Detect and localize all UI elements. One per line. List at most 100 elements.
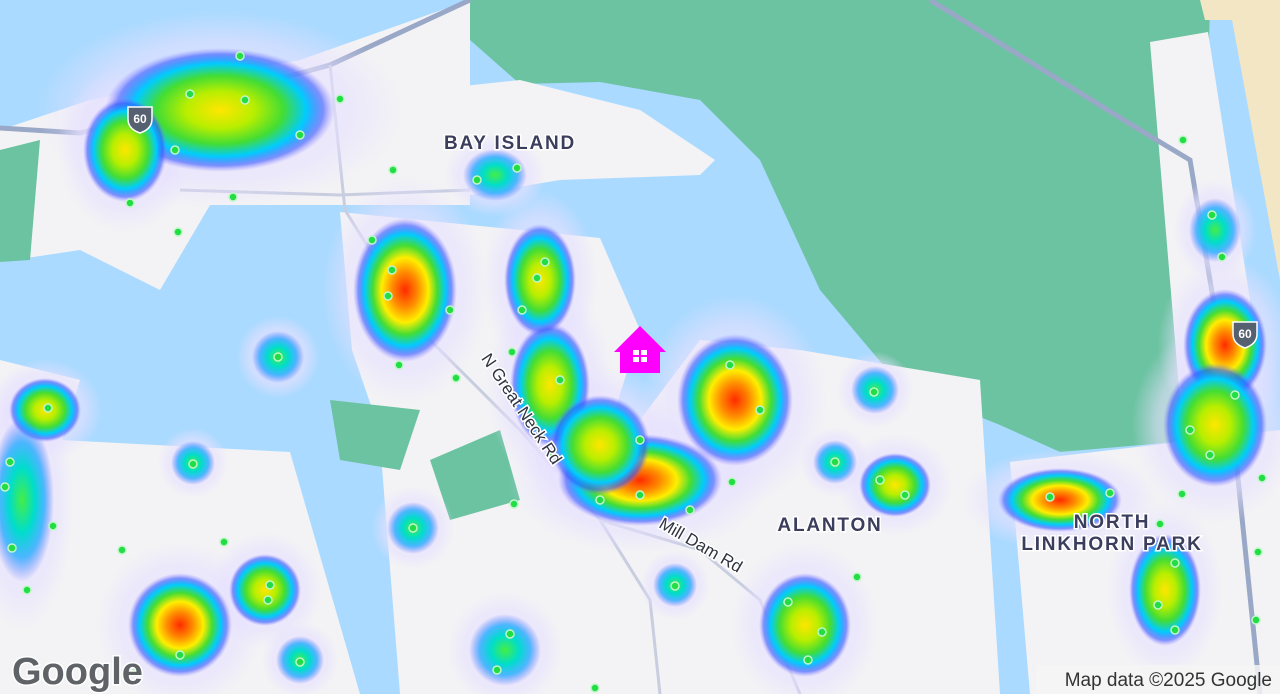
heat-point bbox=[185, 89, 195, 99]
heat-point bbox=[547, 450, 557, 460]
heat-point bbox=[1217, 252, 1227, 262]
attribution-bg bbox=[1036, 665, 1280, 694]
heat-point bbox=[1205, 450, 1215, 460]
heat-point bbox=[394, 360, 404, 370]
home-marker bbox=[614, 326, 666, 373]
marsh bbox=[0, 140, 40, 262]
heat-point bbox=[451, 373, 461, 383]
heat-point bbox=[295, 657, 305, 667]
heat-point bbox=[670, 581, 680, 591]
heat-point bbox=[727, 477, 737, 487]
heat-point bbox=[408, 523, 418, 533]
shield-label: 60 bbox=[133, 112, 147, 126]
heat-point bbox=[263, 595, 273, 605]
heat-blob bbox=[463, 149, 527, 201]
heat-point bbox=[803, 655, 813, 665]
heat-point bbox=[383, 291, 393, 301]
heat-blob bbox=[1189, 198, 1241, 262]
heat-point bbox=[0, 482, 10, 492]
heat-point bbox=[830, 457, 840, 467]
park bbox=[470, 0, 1210, 452]
heat-point bbox=[852, 572, 862, 582]
heat-point bbox=[869, 387, 879, 397]
heat-point bbox=[528, 420, 538, 430]
heatmap bbox=[0, 10, 1280, 694]
marsh bbox=[430, 430, 520, 520]
heat-point bbox=[295, 130, 305, 140]
attribution: Map data ©2025 Google bbox=[1065, 670, 1272, 691]
heat-point bbox=[125, 198, 135, 208]
heat-point bbox=[1253, 547, 1263, 557]
area-label: LINKHORN PARK bbox=[1021, 534, 1202, 555]
heat-blob bbox=[677, 334, 793, 466]
heat-point bbox=[367, 235, 377, 245]
heat-point bbox=[235, 51, 245, 61]
heat-blob bbox=[759, 573, 851, 677]
heat-point bbox=[5, 457, 15, 467]
heat-point bbox=[188, 459, 198, 469]
heat-point bbox=[755, 405, 765, 415]
heat-point bbox=[175, 650, 185, 660]
heat-point bbox=[900, 490, 910, 500]
shields: 60 60 bbox=[127, 106, 1258, 349]
heat-point bbox=[532, 273, 542, 283]
heat-point bbox=[685, 505, 695, 515]
shield-label: 60 bbox=[1238, 327, 1252, 341]
heat-blob bbox=[550, 395, 650, 495]
area-label: ALANTON bbox=[777, 515, 882, 536]
heat-point bbox=[1178, 135, 1188, 145]
heat-point bbox=[388, 165, 398, 175]
heat-point bbox=[265, 580, 275, 590]
heat-blob bbox=[469, 614, 541, 686]
heat-point bbox=[1153, 600, 1163, 610]
heat-point bbox=[1185, 425, 1195, 435]
heat-point bbox=[7, 543, 17, 553]
heat-point bbox=[509, 499, 519, 509]
heat-point bbox=[1105, 488, 1115, 498]
heat-point bbox=[117, 545, 127, 555]
heat-point bbox=[517, 305, 527, 315]
heat-point bbox=[783, 597, 793, 607]
heat-point bbox=[1177, 489, 1187, 499]
heat-point bbox=[725, 360, 735, 370]
heat-blob bbox=[229, 554, 301, 626]
heat-point bbox=[635, 435, 645, 445]
heat-point bbox=[540, 257, 550, 267]
heat-point bbox=[492, 665, 502, 675]
heat-point bbox=[595, 495, 605, 505]
heat-point bbox=[48, 521, 58, 531]
heat-point bbox=[635, 490, 645, 500]
heat-point bbox=[1257, 473, 1267, 483]
heat-point bbox=[1045, 492, 1055, 502]
heat-point bbox=[1251, 615, 1261, 625]
heat-point bbox=[817, 627, 827, 637]
shield bbox=[1232, 321, 1258, 349]
heat-point bbox=[472, 175, 482, 185]
heat-blob bbox=[83, 98, 167, 202]
heat-point bbox=[1207, 210, 1217, 220]
heat-point bbox=[1155, 519, 1165, 529]
heat-point bbox=[387, 265, 397, 275]
heat-point bbox=[507, 347, 517, 357]
heat-blob bbox=[998, 468, 1122, 532]
marsh bbox=[330, 400, 420, 470]
heat-point bbox=[555, 375, 565, 385]
heat-point bbox=[1170, 558, 1180, 568]
heat-point bbox=[22, 585, 32, 595]
area-label: BAY ISLAND bbox=[444, 133, 576, 154]
heat-point bbox=[505, 629, 515, 639]
area-label: NORTH bbox=[1074, 512, 1151, 533]
heat-point bbox=[445, 305, 455, 315]
heat-point bbox=[173, 227, 183, 237]
heat-blob bbox=[353, 218, 457, 362]
heat-point bbox=[1170, 625, 1180, 635]
heat-point bbox=[875, 475, 885, 485]
heat-point bbox=[228, 192, 238, 202]
heat-blob bbox=[128, 573, 232, 677]
shield bbox=[127, 106, 153, 134]
heat-point bbox=[219, 537, 229, 547]
heat-point bbox=[1230, 390, 1240, 400]
heat-point bbox=[240, 95, 250, 105]
